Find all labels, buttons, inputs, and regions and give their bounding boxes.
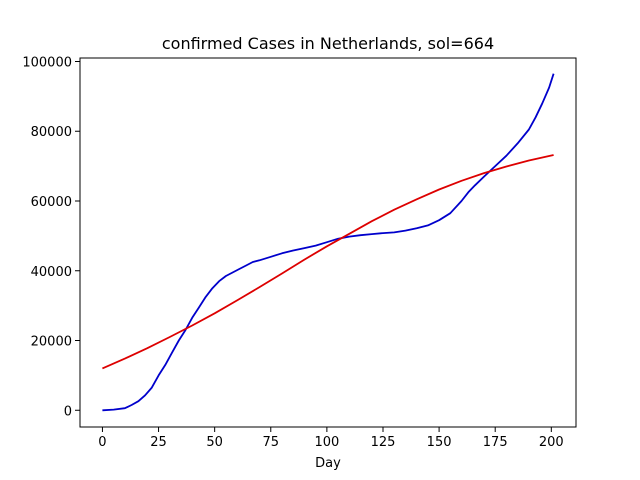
y-tick-label: 80000 xyxy=(31,125,72,140)
x-tick-label: 100 xyxy=(314,435,339,450)
y-tick-label: 100000 xyxy=(22,55,72,70)
x-tick-label: 75 xyxy=(262,435,279,450)
x-tick-label: 125 xyxy=(371,435,396,450)
x-tick-label: 200 xyxy=(539,435,564,450)
y-tick-label: 40000 xyxy=(31,265,72,280)
y-axis-ticks: 0 20000 40000 60000 80000 100000 xyxy=(22,55,80,419)
x-axis-ticks: 0 25 50 75 100 125 150 175 200 xyxy=(98,427,564,450)
y-tick-label: 0 xyxy=(64,404,72,419)
x-tick-label: 25 xyxy=(150,435,167,450)
x-tick-label: 50 xyxy=(206,435,223,450)
series-line-confirmed xyxy=(102,73,555,412)
y-tick-label: 60000 xyxy=(31,195,72,210)
series-layer xyxy=(102,73,555,412)
y-tick-label: 20000 xyxy=(31,335,72,350)
series-line-fit xyxy=(102,154,554,370)
x-tick-label: 175 xyxy=(483,435,508,450)
plot-area xyxy=(79,57,577,428)
x-tick-label: 150 xyxy=(427,435,452,450)
chart-title: confirmed Cases in Netherlands, sol=664 xyxy=(162,34,494,53)
x-axis-label: Day xyxy=(315,456,341,471)
plot-frame xyxy=(79,57,577,428)
x-tick-label: 0 xyxy=(98,435,106,450)
